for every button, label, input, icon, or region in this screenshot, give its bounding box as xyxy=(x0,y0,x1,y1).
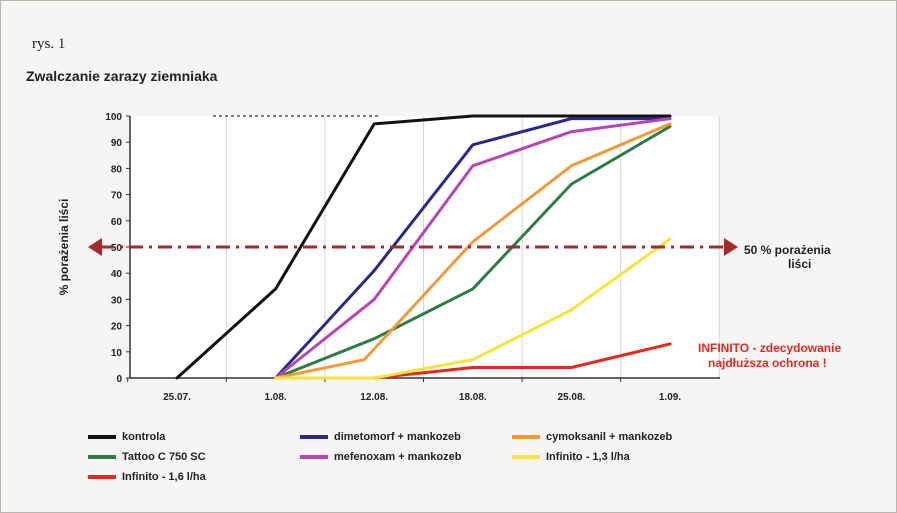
x-tick-label: 25.07. xyxy=(163,392,191,403)
series-line xyxy=(175,114,672,380)
y-tick-label: 30 xyxy=(111,295,123,306)
legend-item: Tattoo C 750 SC xyxy=(88,451,206,463)
legend-item: cymoksanil + mankozeb xyxy=(512,431,672,443)
legend-label: Infinito - 1,3 l/ha xyxy=(546,451,630,463)
y-tick-label: 70 xyxy=(111,191,123,202)
legend-swatch xyxy=(88,455,116,459)
infinito-annotation: INFINITO - zdecydowanie najdłuższa ochro… xyxy=(698,341,841,371)
y-tick-label: 10 xyxy=(111,348,123,359)
series-line xyxy=(274,122,672,380)
legend-label: dimetomorf + mankozeb xyxy=(334,431,461,443)
legend-label: mefenoxam + mankozeb xyxy=(334,451,462,463)
legend-label: Infinito - 1,6 l/ha xyxy=(122,471,206,483)
x-tick-label: 12.08. xyxy=(360,392,388,403)
y-tick-label: 0 xyxy=(116,374,122,385)
legend-swatch xyxy=(88,435,116,439)
threshold-label-line1: 50 % porażenia xyxy=(744,243,831,257)
y-axis-label: % porażenia liści xyxy=(57,199,71,296)
chart-title: Zwalczanie zarazy ziemniaka xyxy=(26,68,218,84)
series-line xyxy=(274,117,672,380)
figure-label: rys. 1 xyxy=(32,36,66,52)
legend-label: Tattoo C 750 SC xyxy=(122,451,206,463)
legend-swatch xyxy=(300,455,328,459)
x-tick-label: 18.08. xyxy=(459,392,487,403)
threshold-label-line2: liści xyxy=(788,257,812,271)
series-line xyxy=(274,117,672,380)
y-tick-label: 100 xyxy=(105,112,122,123)
x-tick-label: 25.08. xyxy=(557,392,585,403)
y-tick-label: 80 xyxy=(111,164,123,175)
legend-label: kontrola xyxy=(122,431,166,443)
y-tick-label: 60 xyxy=(111,217,123,228)
series-line xyxy=(274,124,672,380)
y-tick-label: 40 xyxy=(111,269,123,280)
legend-item: kontrola xyxy=(88,431,165,443)
legend-item: Infinito - 1,6 l/ha xyxy=(88,471,206,483)
legend-item: dimetomorf + mankozeb xyxy=(300,431,461,443)
annotation-line2: najdłuższa ochrona ! xyxy=(708,356,827,370)
legend-label: cymoksanil + mankozeb xyxy=(546,431,673,443)
legend-item: Infinito - 1,3 l/ha xyxy=(512,451,630,463)
threshold-arrow-right xyxy=(724,238,738,256)
x-tick-label: 1.09. xyxy=(659,392,681,403)
legend-swatch xyxy=(512,455,540,459)
y-tick-label: 20 xyxy=(111,322,123,333)
legend-swatch xyxy=(88,475,116,479)
y-tick-label: 90 xyxy=(111,138,123,149)
threshold-label: 50 % porażenia liści xyxy=(744,243,831,271)
legend-item: mefenoxam + mankozeb xyxy=(300,451,461,463)
series-line xyxy=(274,237,672,380)
annotation-line1: INFINITO - zdecydowanie xyxy=(698,341,842,355)
legend-swatch xyxy=(512,435,540,439)
threshold-arrow-left xyxy=(88,238,102,256)
legend-swatch xyxy=(300,435,328,439)
y-tick-label: 50 xyxy=(111,243,123,254)
x-tick-label: 1.08. xyxy=(264,392,286,403)
